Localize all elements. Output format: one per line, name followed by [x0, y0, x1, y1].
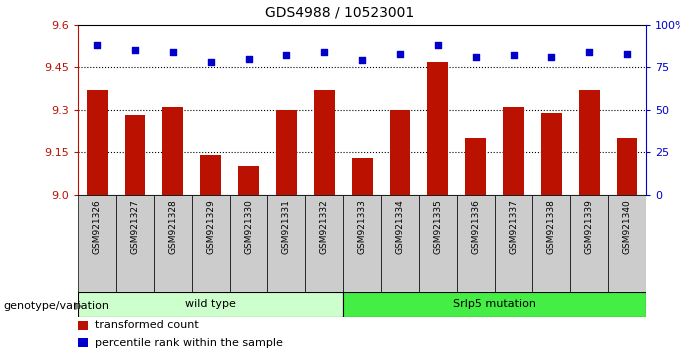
- Point: [281, 52, 292, 58]
- Bar: [428, 62, 448, 195]
- Bar: [78, 338, 88, 347]
- Text: GSM921337: GSM921337: [509, 200, 518, 255]
- Text: Srlp5 mutation: Srlp5 mutation: [453, 299, 536, 309]
- Point: [319, 49, 330, 55]
- Text: GSM921338: GSM921338: [547, 200, 556, 255]
- Text: GSM921327: GSM921327: [131, 200, 139, 254]
- Bar: [532, 195, 571, 292]
- Bar: [352, 158, 373, 195]
- Text: GSM921336: GSM921336: [471, 200, 480, 255]
- Text: GSM921332: GSM921332: [320, 200, 328, 254]
- Text: GDS4988 / 10523001: GDS4988 / 10523001: [265, 5, 415, 19]
- Bar: [87, 90, 107, 195]
- Text: GSM921331: GSM921331: [282, 200, 291, 255]
- Bar: [78, 321, 88, 330]
- Text: GSM921329: GSM921329: [206, 200, 215, 254]
- Text: GSM921330: GSM921330: [244, 200, 253, 255]
- Bar: [541, 113, 562, 195]
- Point: [167, 49, 178, 55]
- Text: transformed count: transformed count: [95, 320, 199, 330]
- Bar: [276, 110, 296, 195]
- Bar: [192, 195, 230, 292]
- Text: GSM921334: GSM921334: [396, 200, 405, 254]
- Point: [243, 56, 254, 62]
- Bar: [116, 195, 154, 292]
- Point: [432, 42, 443, 48]
- Text: genotype/variation: genotype/variation: [3, 301, 109, 311]
- Bar: [419, 195, 457, 292]
- Bar: [457, 195, 494, 292]
- Point: [508, 52, 519, 58]
- Point: [546, 54, 557, 60]
- Bar: [617, 138, 637, 195]
- Point: [470, 54, 481, 60]
- Bar: [201, 155, 221, 195]
- Bar: [238, 166, 259, 195]
- Point: [622, 51, 632, 57]
- Bar: [124, 115, 146, 195]
- Bar: [305, 195, 343, 292]
- Text: GSM921328: GSM921328: [169, 200, 177, 254]
- Bar: [465, 138, 486, 195]
- Bar: [78, 195, 116, 292]
- Bar: [314, 90, 335, 195]
- Bar: [608, 195, 646, 292]
- Bar: [343, 195, 381, 292]
- Point: [92, 42, 103, 48]
- Bar: [267, 195, 305, 292]
- Bar: [230, 195, 267, 292]
- Text: percentile rank within the sample: percentile rank within the sample: [95, 338, 283, 348]
- Bar: [154, 195, 192, 292]
- Bar: [503, 107, 524, 195]
- Bar: [163, 107, 183, 195]
- Point: [129, 47, 140, 53]
- Text: GSM921340: GSM921340: [623, 200, 632, 254]
- Bar: [390, 110, 410, 195]
- Point: [205, 59, 216, 65]
- Bar: [494, 195, 532, 292]
- Point: [583, 49, 594, 55]
- Bar: [343, 292, 646, 317]
- Text: GSM921326: GSM921326: [92, 200, 101, 254]
- Text: GSM921335: GSM921335: [433, 200, 442, 255]
- Bar: [381, 195, 419, 292]
- Bar: [78, 292, 343, 317]
- Point: [394, 51, 405, 57]
- Bar: [571, 195, 608, 292]
- Text: wild type: wild type: [185, 299, 236, 309]
- Point: [356, 58, 367, 63]
- Text: GSM921339: GSM921339: [585, 200, 594, 255]
- Text: GSM921333: GSM921333: [358, 200, 367, 255]
- Bar: [579, 90, 600, 195]
